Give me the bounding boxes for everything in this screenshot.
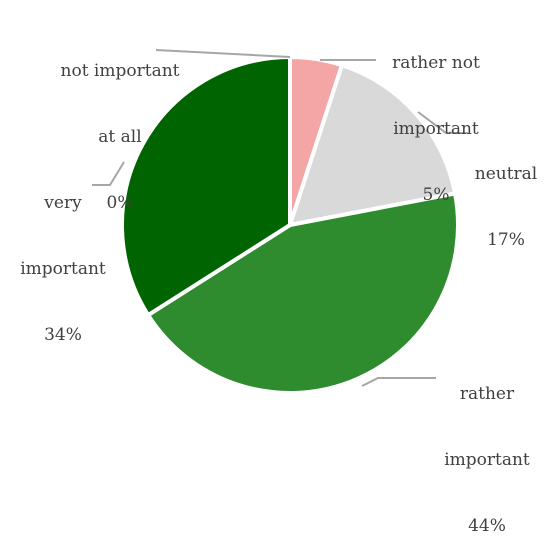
slice-rather-important: [146, 191, 460, 395]
label-very-important: very important 34%: [20, 193, 106, 345]
label-rather-not-important: rather not important 5%: [392, 53, 480, 205]
label-not-important-at-all: not important at all 0%: [60, 61, 180, 213]
slice-neutral: [288, 63, 458, 227]
slice-very-important: [119, 55, 292, 318]
label-rather-important: rather important 44%: [444, 384, 530, 536]
pie-chart: [92, 49, 468, 395]
leader-not-important-at-all: [155, 49, 291, 58]
leader-neutral: [417, 111, 468, 134]
leader-very-important: [92, 161, 125, 186]
label-neutral: neutral 17%: [474, 164, 538, 250]
leader-rather-important: [361, 377, 436, 387]
